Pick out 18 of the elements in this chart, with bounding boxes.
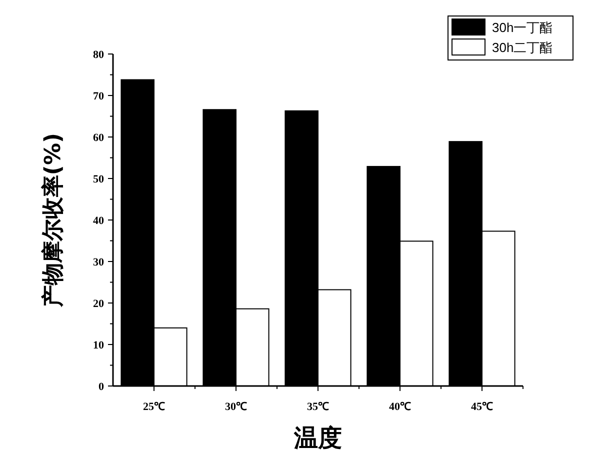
x-tick-label: 40℃ [389, 401, 411, 413]
y-tick-label: 70 [93, 90, 104, 102]
y-tick-label: 0 [98, 381, 104, 393]
y-tick-label: 50 [93, 174, 104, 186]
x-axis-title: 温度 [293, 424, 342, 452]
x-tick-label: 35℃ [307, 401, 329, 413]
y-tick-label: 20 [93, 298, 104, 310]
x-tick-label: 25℃ [143, 401, 165, 413]
y-axis-title: 产物摩尔收率(%) [40, 132, 66, 308]
legend-label: 30h二丁酯 [492, 40, 553, 55]
y-tick-label: 40 [93, 215, 104, 227]
y-tick-label: 60 [93, 132, 104, 144]
y-tick-label: 10 [93, 340, 104, 352]
y-tick-label: 80 [93, 49, 104, 61]
y-tick-label: 30 [93, 256, 104, 268]
x-tick-label: 45℃ [471, 401, 493, 413]
legend-label: 30h一丁酯 [492, 20, 553, 35]
x-tick-label: 30℃ [225, 401, 247, 413]
